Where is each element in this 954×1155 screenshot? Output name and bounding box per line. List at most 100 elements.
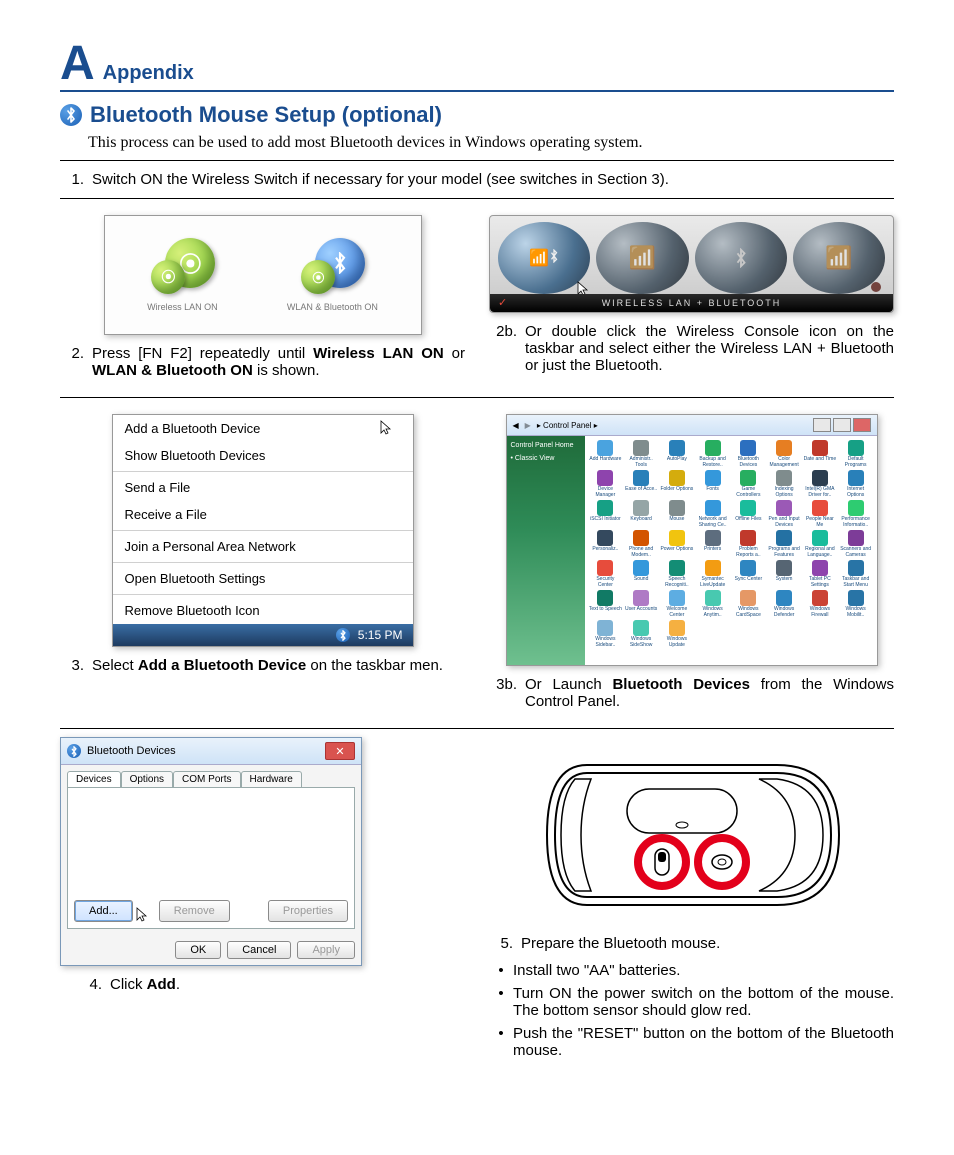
taskbar-clock: 5:15 PM [358,628,403,642]
cp-item[interactable]: Text to Speech [589,590,623,618]
cp-item[interactable]: Regional and Language.. [803,530,837,558]
cp-item[interactable]: Device Manager [589,470,623,498]
cp-item[interactable]: Windows CardSpace [732,590,766,618]
cp-item[interactable]: User Accounts [624,590,658,618]
cp-item[interactable]: Taskbar and Start Menu [839,560,873,588]
wlan-bt-on-item: ⦿ WLAN & Bluetooth ON [287,238,378,312]
cp-item[interactable]: Programs and Features [767,530,801,558]
nav-fwd-icon[interactable]: ▶ [525,421,531,430]
dialog-tab[interactable]: Hardware [241,771,302,787]
dialog-title: Bluetooth Devices [87,745,176,757]
dialog-tab[interactable]: Options [121,771,173,787]
appendix-label: Appendix [103,62,194,85]
cp-item[interactable]: Windows Firewall [803,590,837,618]
menu-item[interactable]: Join a Personal Area Network [113,533,413,560]
bullet-text: Turn ON the power switch on the bottom o… [513,985,894,1019]
cp-item[interactable]: Sound [624,560,658,588]
step-num: 2b. [489,323,517,374]
cp-item[interactable]: Mouse [660,500,694,528]
step-num: 4. [78,976,102,993]
console-bt-icon [695,222,787,294]
cp-item[interactable]: Windows SideShow [624,620,658,648]
dialog-tab[interactable]: Devices [67,771,121,787]
cp-item[interactable]: Sync Center [732,560,766,588]
cp-item[interactable]: Color Management [767,440,801,468]
cp-item[interactable]: System [767,560,801,588]
bluetooth-devices-dialog: Bluetooth Devices ✕ DevicesOptionsCOM Po… [60,737,362,966]
cp-item[interactable]: Windows Update [660,620,694,648]
cp-item[interactable]: Speech Recogniti.. [660,560,694,588]
nav-back-icon[interactable]: ◀ [513,421,519,430]
cp-item[interactable]: Bluetooth Devices [732,440,766,468]
cp-item[interactable]: Phone and Modem.. [624,530,658,558]
menu-item[interactable]: Add a Bluetooth Device [113,415,413,442]
cp-item[interactable]: Windows Anytim.. [696,590,730,618]
menu-item[interactable]: Receive a File [113,501,413,528]
window-controls[interactable] [813,418,871,432]
cp-item[interactable]: Add Hardware [589,440,623,468]
cancel-button[interactable]: Cancel [227,941,291,959]
cp-item[interactable]: Pen and Input Devices [767,500,801,528]
cp-item[interactable]: Windows Sidebar.. [589,620,623,648]
cursor-icon [135,906,151,922]
cp-item[interactable]: Default Programs [839,440,873,468]
cp-item[interactable]: Backup and Restore.. [696,440,730,468]
cp-item[interactable]: Game Controllers [732,470,766,498]
cp-item[interactable]: Network and Sharing Ce.. [696,500,730,528]
cp-item[interactable]: Power Options [660,530,694,558]
bluetooth-icon [60,104,82,126]
menu-item[interactable]: Show Bluetooth Devices [113,442,413,469]
apply-button[interactable]: Apply [297,941,355,959]
dialog-tab[interactable]: COM Ports [173,771,240,787]
add-button[interactable]: Add... [74,900,133,922]
cp-item[interactable]: Date and Time [803,440,837,468]
cp-item[interactable]: Tablet PC Settings [803,560,837,588]
menu-item[interactable]: Send a File [113,474,413,501]
bullet-item: • Push the "RESET" button on the bottom … [489,1025,894,1059]
close-icon[interactable]: ✕ [325,742,355,760]
cp-item[interactable]: Windows Mobilit.. [839,590,873,618]
cp-breadcrumb[interactable]: ▸ Control Panel ▸ [537,421,598,430]
cp-item[interactable]: Ease of Acce.. [624,470,658,498]
cp-item[interactable]: Security Center [589,560,623,588]
cp-item[interactable]: Printers [696,530,730,558]
cp-item[interactable]: Performance Informatio.. [839,500,873,528]
mouse-bottom-diagram [527,745,857,925]
dialog-pane: Add... Remove Properties [67,787,355,929]
cp-item[interactable]: Administr.. Tools [624,440,658,468]
console-wifi-icon: 📶 [596,222,688,294]
cp-item[interactable]: Keyboard [624,500,658,528]
properties-button[interactable]: Properties [268,900,348,922]
cp-item[interactable]: Scanners and Cameras [839,530,873,558]
remove-button[interactable]: Remove [159,900,230,922]
cp-item[interactable]: iSCSI Initiator [589,500,623,528]
step-num: 2. [60,345,84,379]
cp-item[interactable]: Personaliz.. [589,530,623,558]
step-5: 5. Prepare the Bluetooth mouse. [489,935,894,952]
menu-item[interactable]: Remove Bluetooth Icon [113,597,413,624]
cp-side-link[interactable]: Control Panel Home [511,442,581,449]
step-text: Or double click the Wireless Console ico… [525,323,894,374]
ok-button[interactable]: OK [175,941,221,959]
menu-item[interactable]: Open Bluetooth Settings [113,565,413,592]
cp-item[interactable]: Offline Files [732,500,766,528]
cp-side-link[interactable]: • Classic View [511,455,581,462]
divider [60,397,894,398]
divider [60,198,894,199]
cp-sidebar: Control Panel Home • Classic View [507,436,585,665]
taskbar-bluetooth-icon[interactable] [336,628,350,642]
appendix-letter: A [60,40,95,88]
cp-item[interactable]: Folder Options [660,470,694,498]
cp-item[interactable]: Problem Reports a.. [732,530,766,558]
cp-item[interactable]: Indexing Options [767,470,801,498]
cp-item[interactable]: Intel(R) GMA Driver for.. [803,470,837,498]
cp-item[interactable]: Fonts [696,470,730,498]
cp-item[interactable]: People Near Me [803,500,837,528]
cp-item[interactable]: Symantec LiveUpdate [696,560,730,588]
cp-item[interactable]: Windows Defender [767,590,801,618]
cp-item[interactable]: Internet Options [839,470,873,498]
step-text: Prepare the Bluetooth mouse. [521,935,894,952]
bluetooth-icon [67,744,81,758]
cp-item[interactable]: AutoPlay [660,440,694,468]
cp-item[interactable]: Welcome Center [660,590,694,618]
